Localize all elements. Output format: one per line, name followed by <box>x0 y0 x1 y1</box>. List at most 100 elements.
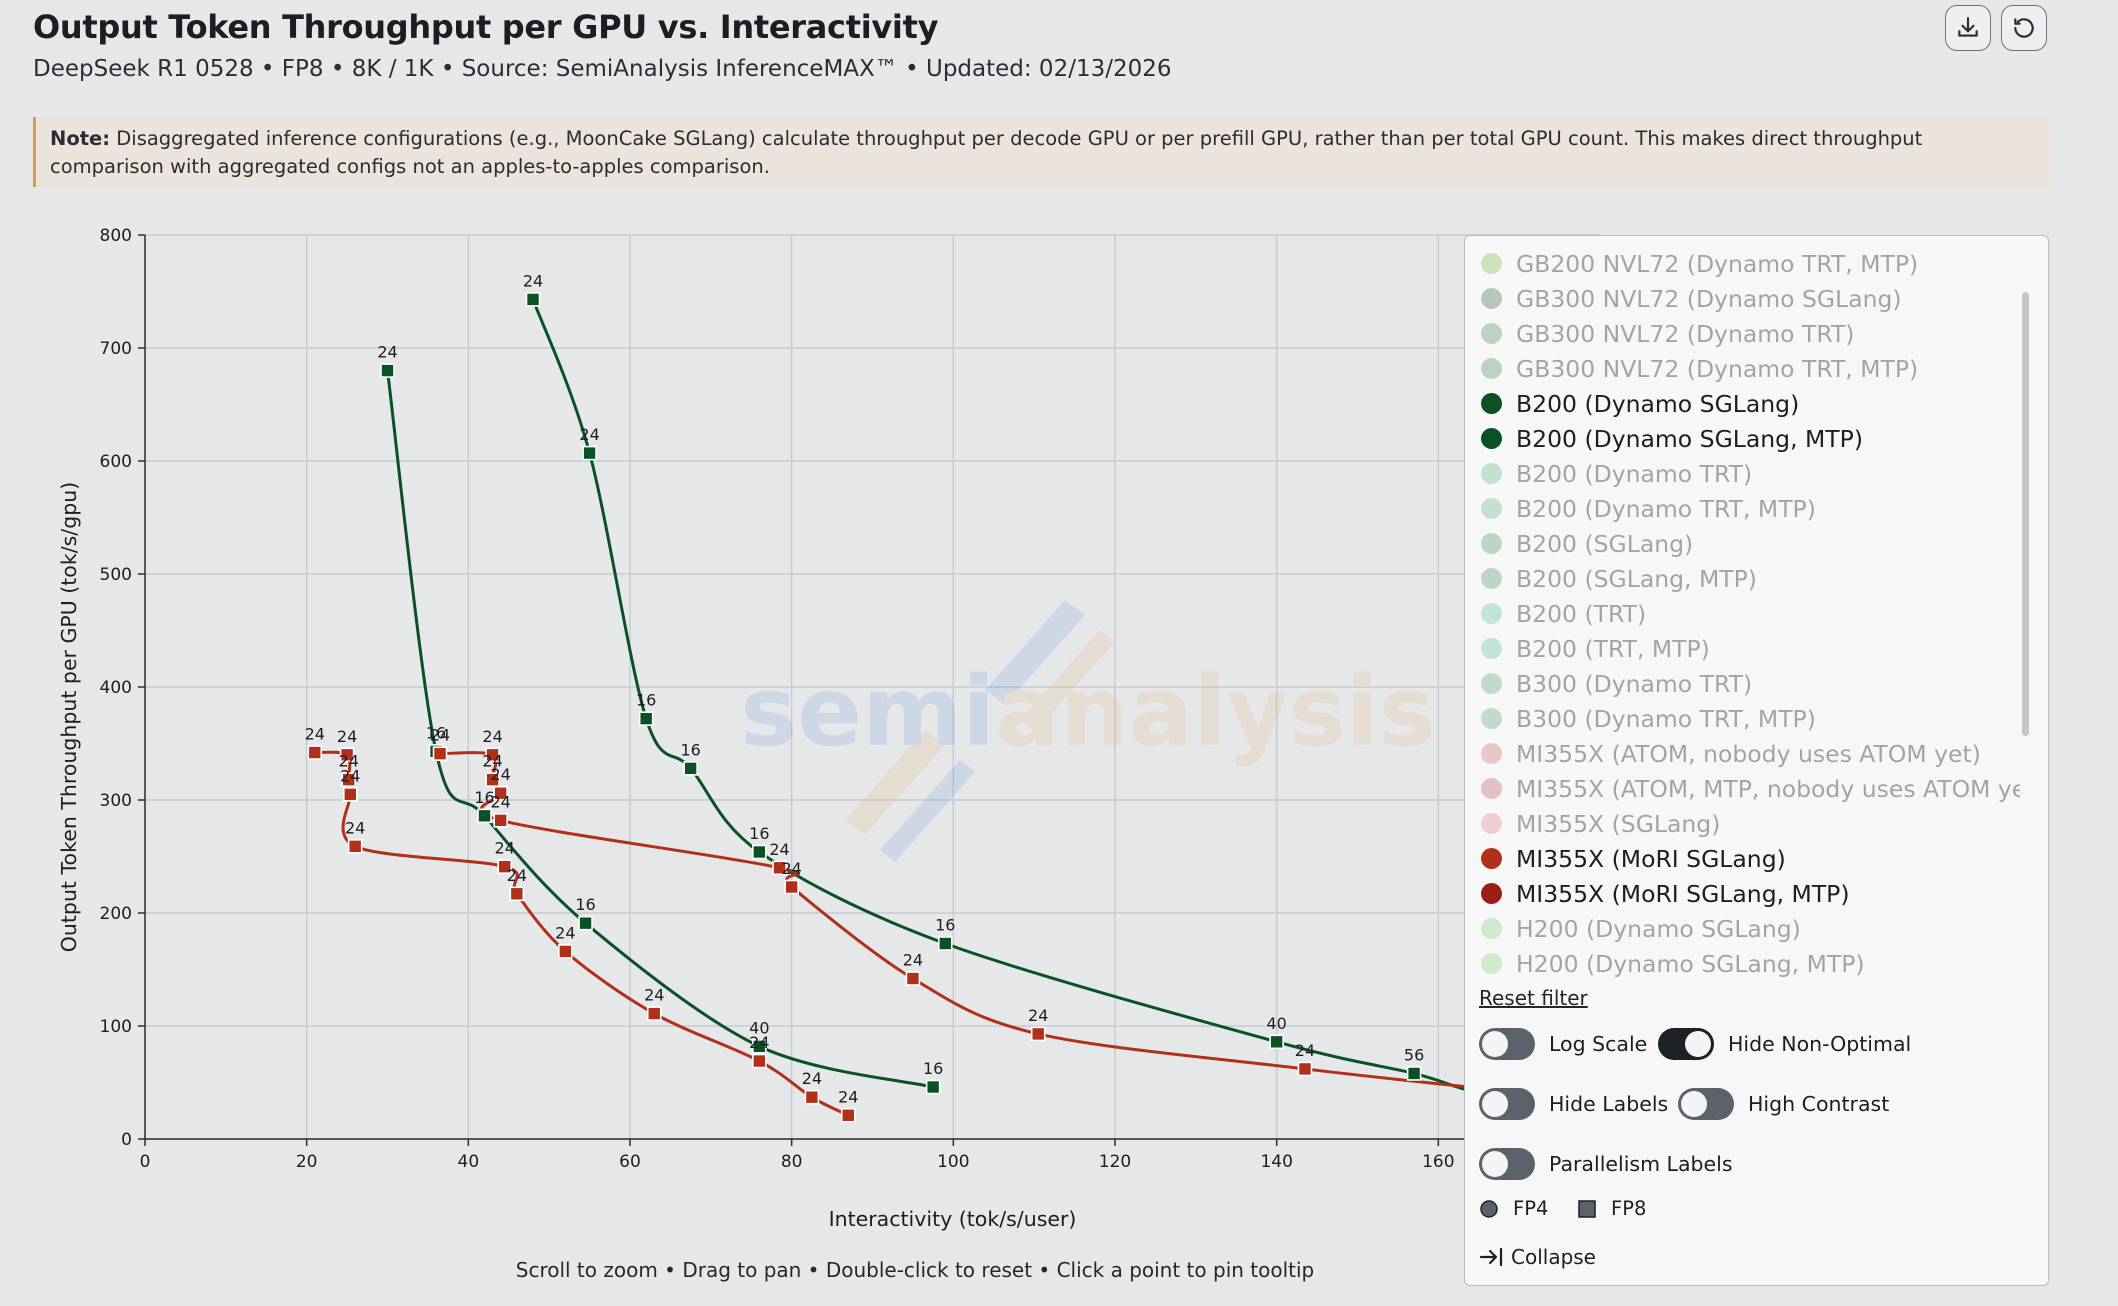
parallelism-labels-switch[interactable] <box>1479 1148 1535 1180</box>
y-tick-label: 200 <box>100 904 132 924</box>
data-point-label: 40 <box>749 1018 769 1037</box>
legend-item[interactable]: B200 (SGLang, MTP) <box>1465 561 2020 596</box>
hide-non-optimal-label: Hide Non-Optimal <box>1728 1032 1912 1056</box>
data-point-marker <box>558 944 573 959</box>
x-tick-label: 80 <box>781 1152 803 1172</box>
legend-item[interactable]: MI355X (MoRI SGLang) <box>1465 841 2020 876</box>
legend-item[interactable]: H200 (Dynamo SGLang) <box>1465 911 2020 946</box>
data-point-marker <box>341 772 357 787</box>
y-tick-label: 500 <box>100 565 132 585</box>
legend-item-label: B200 (Dynamo SGLang) <box>1516 389 1800 418</box>
data-point-marker <box>582 445 597 461</box>
log-scale-toggle[interactable]: Log Scale <box>1479 1028 1647 1060</box>
legend-color-dot <box>1481 358 1502 379</box>
legend-color-dot <box>1481 883 1502 904</box>
legend-item[interactable]: MI355X (ATOM, MTP, nobody uses ATOM yet) <box>1465 771 2020 806</box>
legend-color-dot <box>1481 253 1502 274</box>
high-contrast-switch[interactable] <box>1678 1088 1734 1120</box>
legend-item-label: B200 (Dynamo SGLang, MTP) <box>1516 424 1863 453</box>
reset-view-button[interactable] <box>2001 5 2047 51</box>
data-point-marker <box>752 1053 767 1069</box>
legend-item[interactable]: B200 (Dynamo TRT, MTP) <box>1465 491 2020 526</box>
legend-item[interactable]: GB300 NVL72 (Dynamo TRT) <box>1465 316 2020 351</box>
legend-item-label: MI355X (MoRI SGLang) <box>1516 844 1786 873</box>
legend-item[interactable]: GB200 NVL72 (Dynamo TRT, MTP) <box>1465 246 2020 281</box>
legend-color-dot <box>1481 498 1502 519</box>
legend-item[interactable]: MI355X (ATOM, nobody uses ATOM yet) <box>1465 736 2020 771</box>
legend-item[interactable]: B200 (TRT) <box>1465 596 2020 631</box>
hide-labels-switch[interactable] <box>1479 1088 1535 1120</box>
legend-item[interactable]: GB300 NVL72 (Dynamo SGLang) <box>1465 281 2020 316</box>
legend-item-label: GB200 NVL72 (Dynamo TRT, MTP) <box>1516 249 1919 278</box>
legend-item[interactable]: B300 (Dynamo TRT) <box>1465 666 2020 701</box>
watermark-slash <box>1020 630 1115 732</box>
interaction-hint: Scroll to zoom • Drag to pan • Double-cl… <box>515 1258 1315 1282</box>
series-line <box>531 298 1600 1109</box>
legend-panel: GB200 NVL72 (Dynamo TRT, MTP) GB300 NVL72… <box>1464 235 2049 1286</box>
y-tick-label: 400 <box>100 678 132 698</box>
legend-item[interactable]: B200 (Dynamo SGLang) <box>1465 386 2020 421</box>
data-point-label: 16 <box>426 723 446 742</box>
data-point-marker <box>804 1089 820 1105</box>
legend-color-dot <box>1481 533 1502 554</box>
data-point-label: 24 <box>802 1069 822 1088</box>
svg-text:semianalysis: semianalysis <box>740 656 1436 768</box>
disaggregation-note: Note: Disaggregated inference configurat… <box>33 117 2049 187</box>
collapse-button[interactable]: Collapse <box>1479 1245 1596 1269</box>
legend-item[interactable]: MI355X (MoRI SGLang, MTP) <box>1465 876 2020 911</box>
log-scale-label: Log Scale <box>1549 1032 1648 1056</box>
data-point-marker <box>752 844 767 860</box>
note-text: Disaggregated inference configurations (… <box>50 127 1923 178</box>
legend-item[interactable]: B200 (TRT, MTP) <box>1465 631 2020 666</box>
legend-item[interactable]: MI355X (SGLang) <box>1465 806 2020 841</box>
data-point-marker <box>432 746 448 761</box>
legend-item[interactable]: B200 (SGLang) <box>1465 526 2020 561</box>
legend-item[interactable]: H200 (Dynamo SGLang, MTP) <box>1465 946 2020 981</box>
legend-item[interactable]: B200 (Dynamo TRT) <box>1465 456 2020 491</box>
hide-non-optimal-toggle[interactable]: Hide Non-Optimal <box>1658 1028 1911 1060</box>
legend-list[interactable]: GB200 NVL72 (Dynamo TRT, MTP) GB300 NVL72… <box>1465 246 2020 981</box>
data-point-label: 24 <box>377 343 397 362</box>
legend-item-label: MI355X (MoRI SGLang, MTP) <box>1516 879 1850 908</box>
data-point-marker <box>905 971 921 986</box>
data-point-marker <box>343 787 358 802</box>
data-point-label: 16 <box>935 916 955 935</box>
legend-item[interactable]: B200 (Dynamo SGLang, MTP) <box>1465 421 2020 456</box>
data-point-label: 40 <box>1266 1014 1286 1033</box>
fp8-label: FP8 <box>1611 1197 1647 1220</box>
watermark-slash <box>985 600 1085 705</box>
legend-item[interactable]: GB300 NVL72 (Dynamo TRT, MTP) <box>1465 351 2020 386</box>
data-point-label: 24 <box>781 859 801 878</box>
legend-scrollbar[interactable] <box>2022 292 2029 736</box>
x-tick-label: 60 <box>619 1152 641 1172</box>
data-point-marker <box>307 745 323 760</box>
legend-item-label: B200 (Dynamo TRT, MTP) <box>1516 494 1816 523</box>
log-scale-switch[interactable] <box>1479 1028 1535 1060</box>
data-point-label: 24 <box>345 818 365 837</box>
legend-color-dot <box>1481 673 1502 694</box>
y-tick-label: 700 <box>100 339 132 359</box>
data-point-label: 24 <box>523 271 543 290</box>
high-contrast-toggle[interactable]: High Contrast <box>1678 1088 1889 1120</box>
hide-non-optimal-switch[interactable] <box>1658 1028 1714 1060</box>
data-point-label: 24 <box>507 866 527 885</box>
data-point-label: 24 <box>490 765 510 784</box>
data-point-label: 24 <box>337 727 357 746</box>
legend-item-label: B200 (SGLang, MTP) <box>1516 564 1757 593</box>
watermark: semianalysis <box>740 600 1436 862</box>
hide-labels-toggle[interactable]: Hide Labels <box>1479 1088 1668 1120</box>
x-tick-label: 100 <box>937 1152 969 1172</box>
collapse-label: Collapse <box>1511 1245 1596 1269</box>
data-point-label: 16 <box>474 788 494 807</box>
data-point-label: 24 <box>769 840 789 859</box>
reset-filter-link[interactable]: Reset filter <box>1479 986 1588 1010</box>
download-button[interactable] <box>1945 5 1991 51</box>
legend-item-label: H200 (Dynamo SGLang, MTP) <box>1516 949 1865 978</box>
x-axis-title: Interactivity (tok/s/user) <box>829 1207 1077 1231</box>
data-point-marker <box>339 747 355 763</box>
legend-item[interactable]: B300 (Dynamo TRT, MTP) <box>1465 701 2020 736</box>
note-label: Note: <box>50 127 111 150</box>
parallelism-labels-toggle[interactable]: Parallelism Labels <box>1479 1148 1733 1180</box>
data-point-label: 24 <box>490 792 510 811</box>
